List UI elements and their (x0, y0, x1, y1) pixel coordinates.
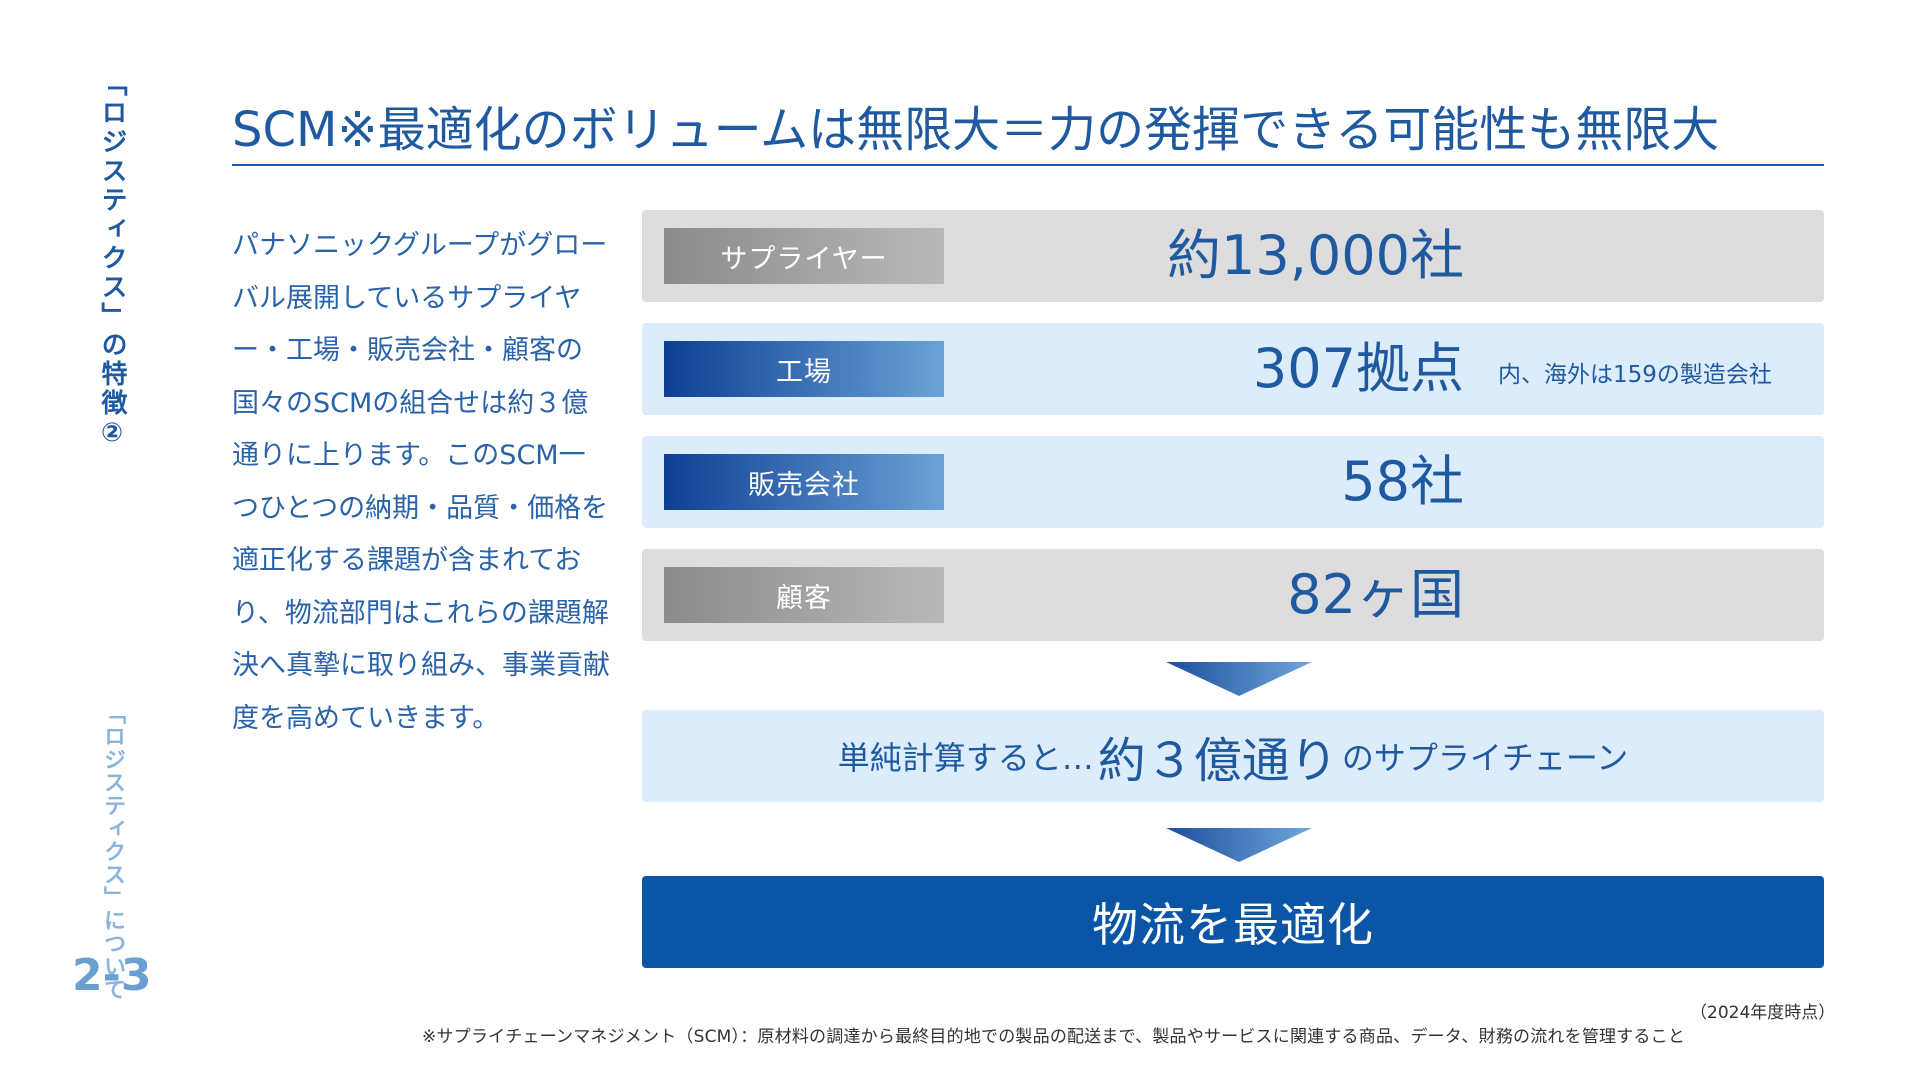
row-label: 工場 (664, 341, 944, 397)
result-prefix: 単純計算すると… (837, 739, 1094, 777)
row-label: サプライヤー (664, 228, 944, 284)
result-suffix: のサプライチェーン (1341, 739, 1629, 777)
footnote: ※サプライチェーンマネジメント（SCM）：原材料の調達から最終目的地での製品の配… (422, 1027, 1686, 1047)
row-label: 顧客 (664, 567, 944, 623)
row-customer: 顧客 82ヶ国 (642, 549, 1824, 641)
row-factory: 工場 307拠点 内、海外は159の製造会社 (642, 323, 1824, 415)
row-value: 82ヶ国 (1287, 563, 1464, 626)
page-title: SCM※最適化のボリュームは無限大＝力の発揮できる可能性も無限大 (232, 102, 1720, 158)
sidebar-section-label: 「ロジスティクス」について (100, 702, 125, 1001)
arrow-down-icon (1166, 662, 1312, 696)
final-goal-box: 物流を最適化 (642, 876, 1824, 968)
row-note: 内、海外は159の製造会社 (1498, 362, 1772, 388)
page-number: 2-3 (72, 950, 152, 1001)
row-supplier: サプライヤー 約13,000社 (642, 210, 1824, 302)
result-highlight: 約３億通り (1097, 733, 1338, 789)
description-text: パナソニックグループがグローバル展開しているサプライヤー・工場・販売会社・顧客の… (232, 230, 610, 734)
row-label: 販売会社 (664, 454, 944, 510)
row-sales-company: 販売会社 58社 (642, 436, 1824, 528)
arrow-down-icon (1166, 828, 1312, 862)
result-box: 単純計算すると… 約３億通り のサプライチェーン (642, 710, 1824, 802)
as-of-date: （2024年度時点） (1690, 1003, 1836, 1023)
row-value: 約13,000社 (1167, 224, 1464, 287)
sidebar-title: 「ロジスティクス」の特徴② (97, 70, 127, 451)
title-divider (232, 164, 1824, 166)
row-value: 58社 (1341, 450, 1464, 513)
row-value: 307拠点 (1252, 337, 1464, 400)
